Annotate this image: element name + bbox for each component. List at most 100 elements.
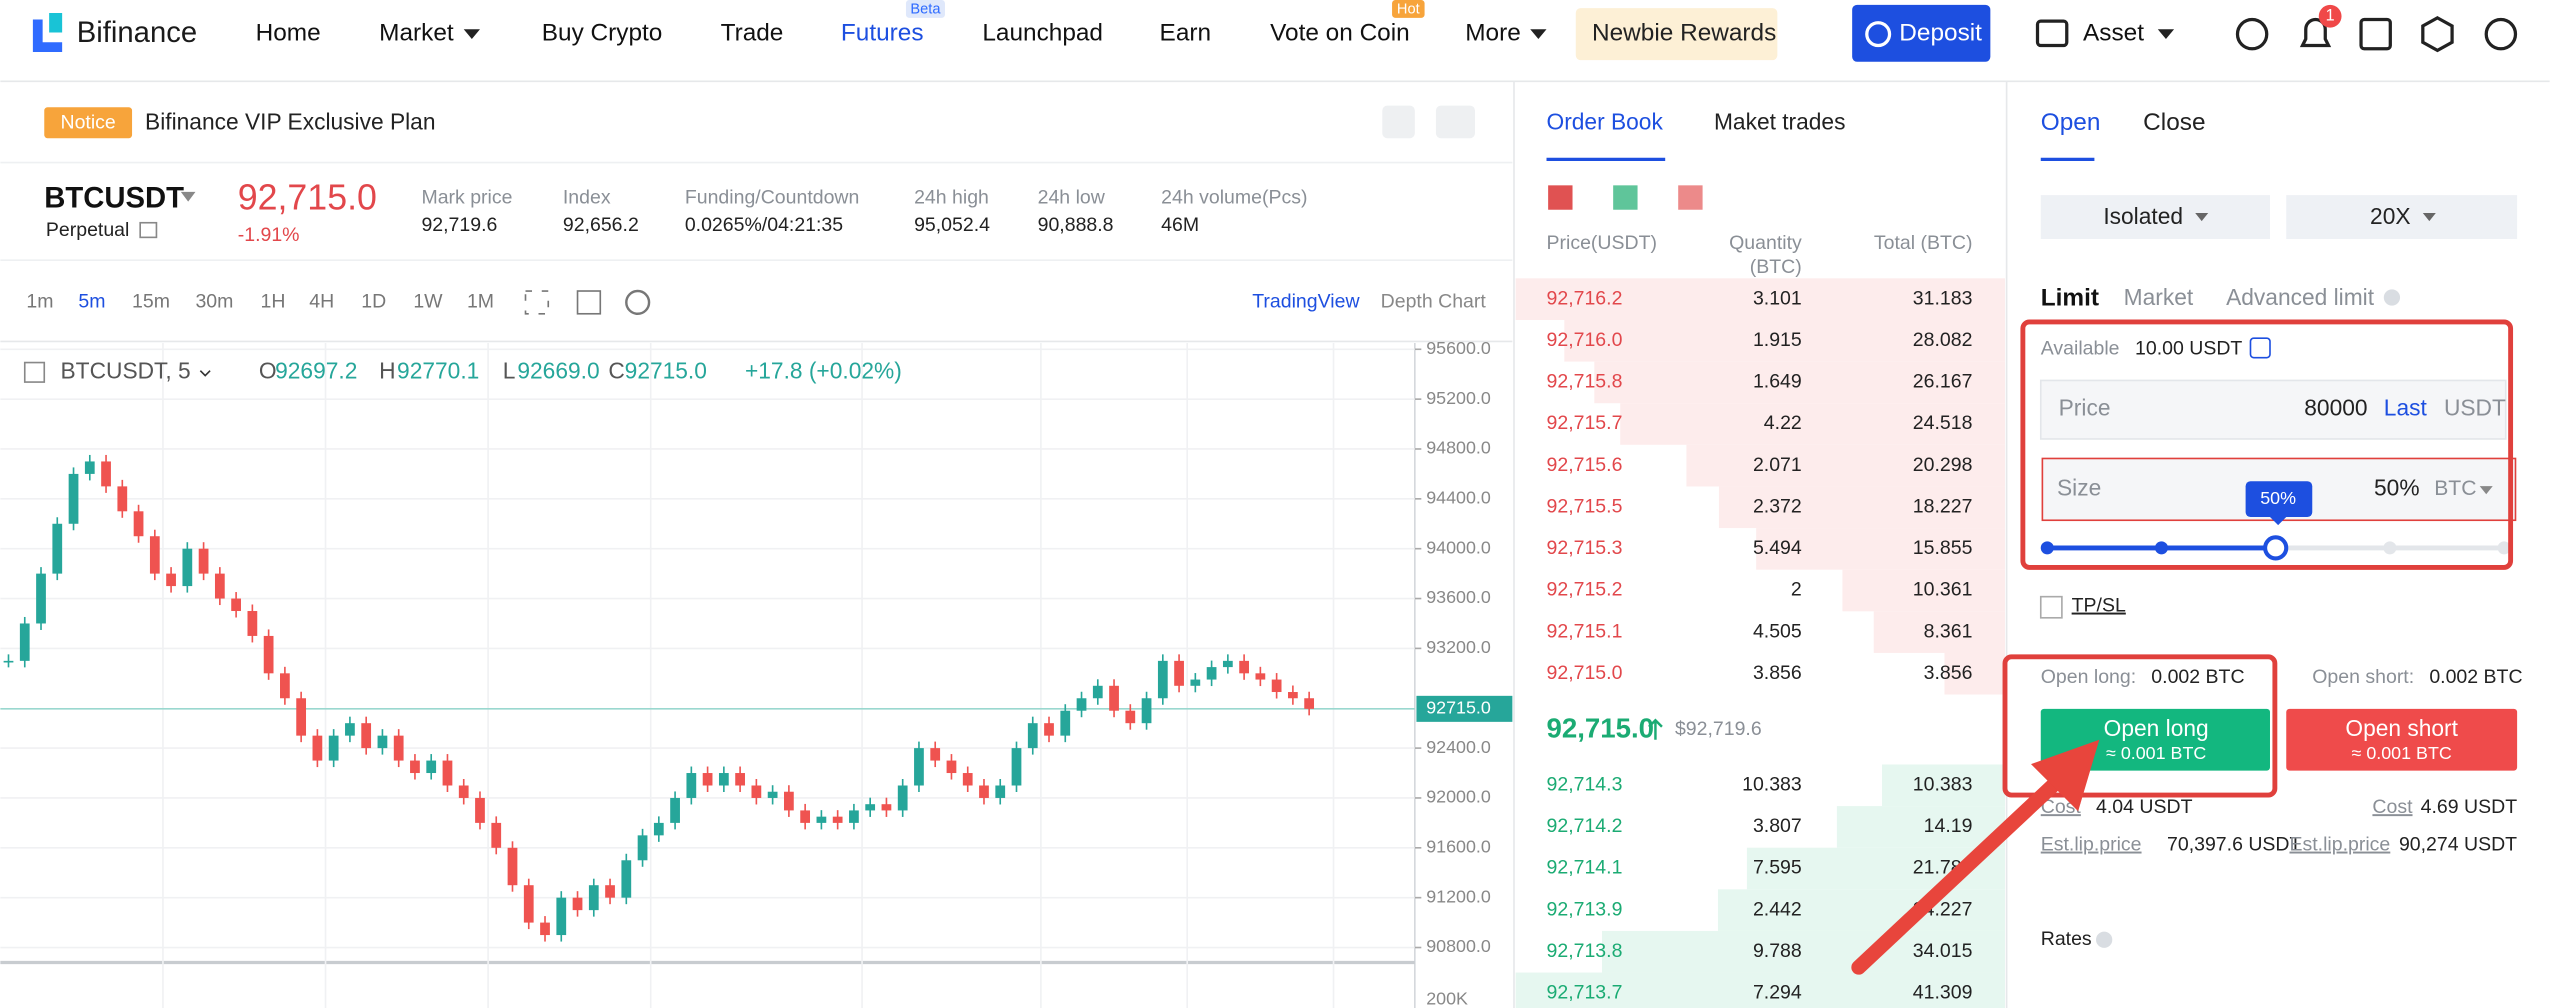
- deposit-button[interactable]: [1852, 4, 1991, 62]
- bell-icon[interactable]: [2299, 17, 2332, 48]
- y-tick-label: 92000.0: [1426, 787, 1491, 807]
- nav-item[interactable]: Futures: [841, 20, 924, 47]
- order-price[interactable]: 92,715.6: [1547, 454, 1623, 476]
- view-tab[interactable]: TradingView: [1252, 291, 1360, 313]
- order-type[interactable]: Advanced limit: [2226, 284, 2375, 310]
- fullscreen-icon[interactable]: [524, 290, 550, 315]
- layout-both-icon[interactable]: [1548, 185, 1573, 210]
- settings-icon[interactable]: [2421, 16, 2454, 53]
- nav-item[interactable]: More: [1465, 20, 1521, 47]
- price-input[interactable]: [2039, 379, 2507, 440]
- wallet-icon[interactable]: [2035, 19, 2069, 48]
- user-icon[interactable]: [2235, 17, 2269, 51]
- tpsl-label[interactable]: TP/SL: [2072, 595, 2126, 617]
- tab[interactable]: Order Book: [1547, 109, 1664, 135]
- interval[interactable]: 1W: [413, 291, 443, 313]
- order-price[interactable]: 92,714.1: [1547, 857, 1623, 879]
- order-price[interactable]: 92,716.0: [1547, 329, 1623, 351]
- chevron: [199, 370, 211, 377]
- leverage-box[interactable]: [2286, 195, 2518, 239]
- depth-bar: [1881, 764, 2005, 807]
- tab[interactable]: Close: [2143, 109, 2205, 136]
- interval[interactable]: 4H: [309, 291, 334, 313]
- open-long-button[interactable]: [2040, 708, 2270, 771]
- order-price[interactable]: 92,715.7: [1547, 412, 1623, 434]
- cost-label: Cost: [2372, 796, 2413, 818]
- candle: [962, 773, 973, 786]
- order-type[interactable]: Market: [2124, 284, 2194, 310]
- nav-item[interactable]: Market: [379, 20, 454, 47]
- interval[interactable]: 1H: [260, 291, 285, 313]
- button-label[interactable]: Open short: [2345, 715, 2458, 741]
- y-tick-label: 91200.0: [1426, 886, 1491, 906]
- order-price[interactable]: 92,714.2: [1547, 815, 1623, 837]
- layout-icon[interactable]: [1382, 105, 1415, 139]
- order-price[interactable]: 92,713.9: [1547, 898, 1623, 920]
- input-label: Price: [2059, 395, 2111, 421]
- order-price[interactable]: 92,715.3: [1547, 537, 1623, 559]
- indicator-icon[interactable]: [576, 290, 602, 315]
- nav-item[interactable]: Home: [256, 20, 321, 47]
- legend-open: 92697.2: [275, 357, 357, 383]
- candle: [101, 461, 111, 487]
- asset-label[interactable]: Asset: [2083, 20, 2144, 47]
- theme-icon[interactable]: [2484, 17, 2518, 51]
- stat-value: 95,052.4: [914, 214, 990, 236]
- nav-item[interactable]: Buy Crypto: [542, 20, 663, 47]
- order-price[interactable]: 92,714.3: [1547, 773, 1623, 795]
- tpsl-checkbox[interactable]: [2039, 595, 2063, 619]
- nav-item[interactable]: Trade: [721, 20, 784, 47]
- nav-item[interactable]: Launchpad: [982, 20, 1103, 47]
- order-type[interactable]: Limit: [2041, 285, 2099, 312]
- interval[interactable]: 1M: [467, 291, 494, 313]
- order-price[interactable]: 92,713.7: [1547, 982, 1623, 1004]
- settings-icon[interactable]: [625, 289, 651, 315]
- layout-bids-icon[interactable]: [1613, 185, 1638, 210]
- interval[interactable]: 15m: [132, 291, 170, 313]
- newbie-box[interactable]: [1575, 8, 1778, 61]
- interval[interactable]: 30m: [195, 291, 233, 313]
- order-price[interactable]: 92,715.2: [1547, 579, 1623, 601]
- candle: [410, 760, 420, 774]
- nav-item[interactable]: Earn: [1160, 20, 1212, 47]
- download-icon[interactable]: [2359, 17, 2392, 51]
- order-price[interactable]: 92,715.8: [1547, 371, 1623, 393]
- slider-handle[interactable]: [2263, 535, 2289, 561]
- dark-mode-icon[interactable]: [1435, 105, 1475, 139]
- last-link[interactable]: Last: [2384, 395, 2428, 421]
- interval[interactable]: 1D: [361, 291, 386, 313]
- order-price[interactable]: 92,715.1: [1547, 620, 1623, 642]
- open-long-amount: 0.002 BTC: [2151, 666, 2244, 688]
- caret: [2479, 486, 2493, 495]
- order-quantity: 1.915: [1753, 329, 1802, 351]
- nav-item[interactable]: Newbie Rewards: [1592, 20, 1776, 47]
- deposit-label[interactable]: Deposit: [1899, 20, 1982, 47]
- nav-item[interactable]: Vote on Coin: [1270, 20, 1410, 47]
- view-tab[interactable]: Depth Chart: [1381, 291, 1487, 313]
- transfer-icon[interactable]: [2249, 337, 2271, 359]
- cost-value: 4.69 USDT: [2421, 796, 2518, 818]
- tooltip-pointer: [2269, 517, 2287, 526]
- add-icon[interactable]: [23, 361, 46, 383]
- order-total: 20.298: [1913, 454, 1973, 476]
- margin-mode-box[interactable]: [2040, 195, 2270, 239]
- order-price[interactable]: 92,713.8: [1547, 940, 1623, 962]
- depth-bar: [1756, 528, 2005, 570]
- interval[interactable]: 5m: [78, 291, 105, 313]
- order-total: 3.856: [1924, 662, 1973, 684]
- caret: [2422, 212, 2436, 222]
- tab[interactable]: Maket trades: [1714, 109, 1846, 135]
- slider-stop: [2040, 541, 2054, 555]
- last-price-label: 92715.0: [1426, 698, 1491, 718]
- order-price[interactable]: 92,715.5: [1547, 495, 1623, 517]
- tab[interactable]: Open: [2041, 109, 2101, 136]
- layout-asks-icon[interactable]: [1678, 185, 1703, 210]
- depth-bar: [1515, 278, 2005, 320]
- order-price[interactable]: 92,715.0: [1547, 662, 1623, 684]
- button-label[interactable]: Open long: [2104, 715, 2209, 741]
- interval[interactable]: 1m: [26, 291, 53, 313]
- order-price[interactable]: 92,716.2: [1547, 287, 1623, 309]
- candle: [3, 660, 14, 663]
- open-short-button[interactable]: [2286, 708, 2518, 771]
